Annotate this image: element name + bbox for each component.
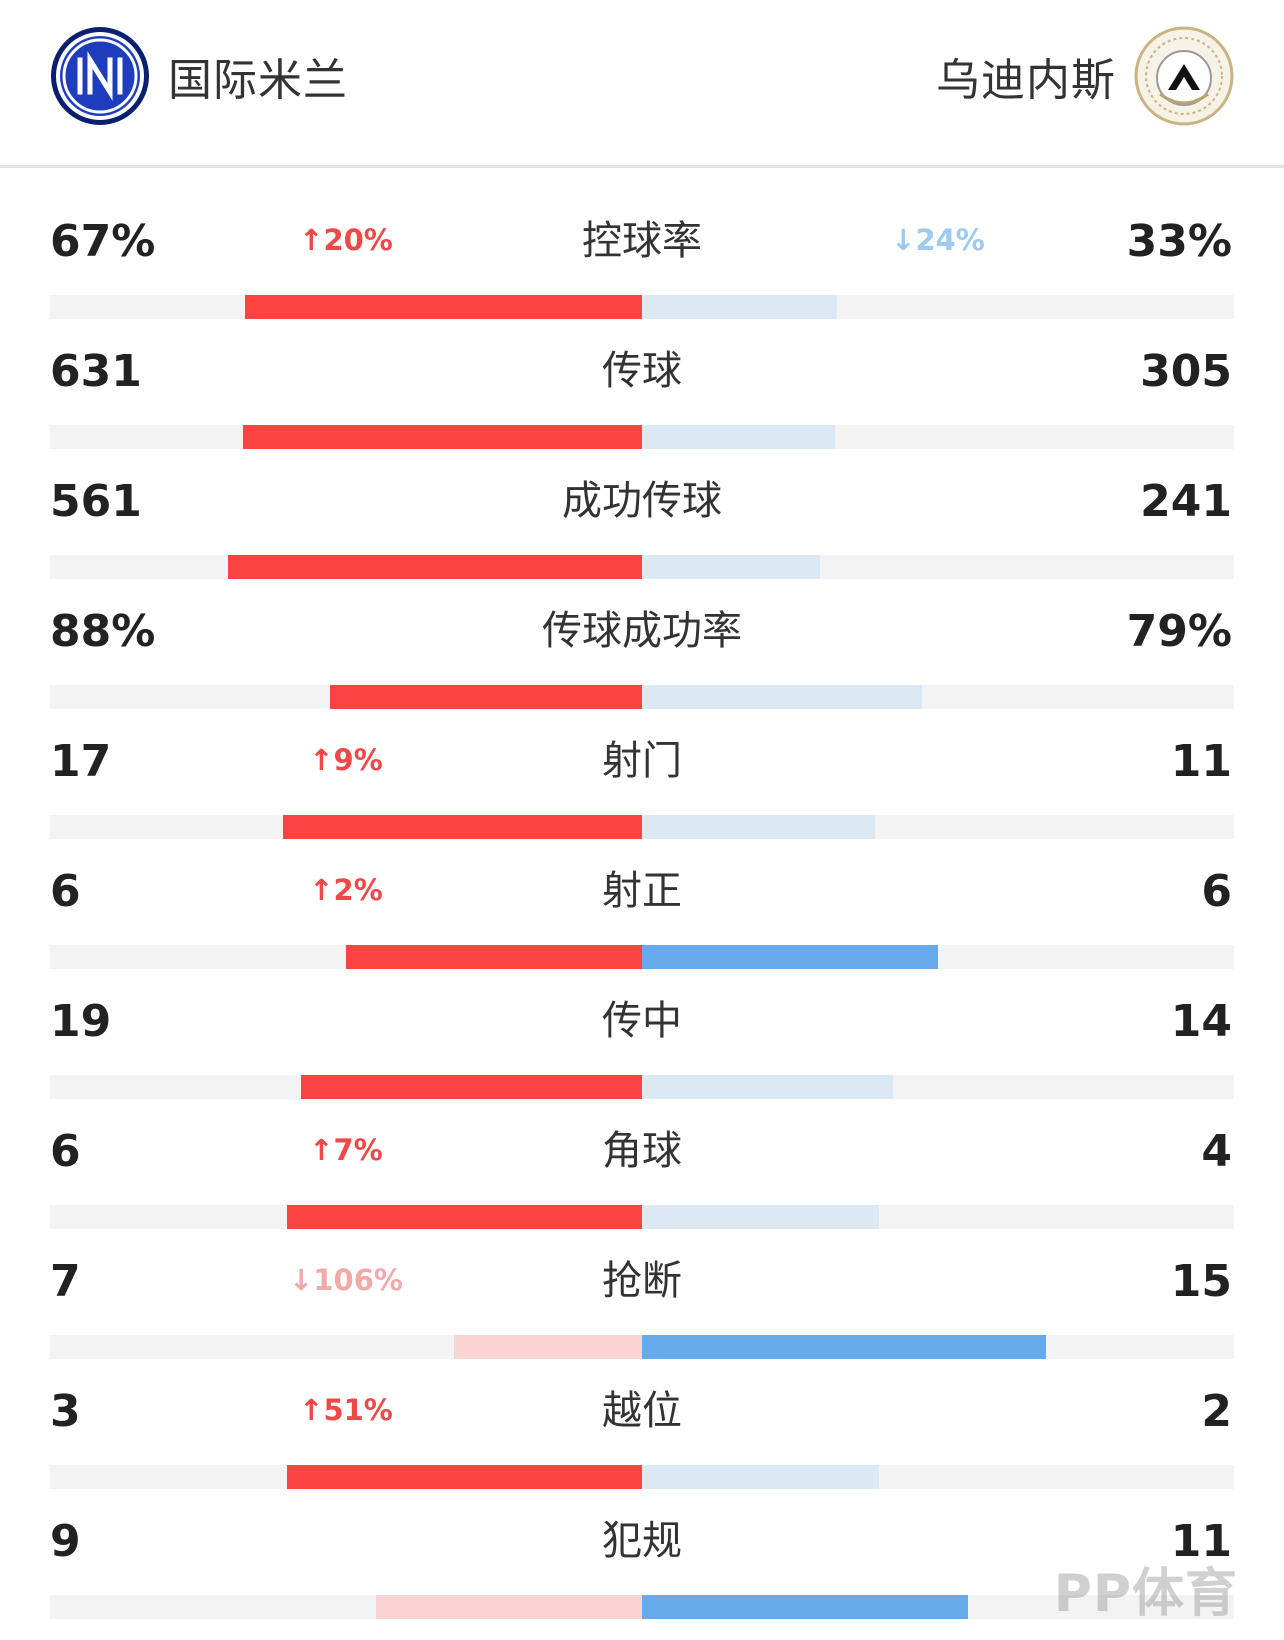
stat-row: 3 越位 2 ↑51% [0, 1338, 1284, 1489]
away-bar [642, 1595, 968, 1619]
away-value: 33% [1126, 216, 1232, 267]
stat-label: 控球率 [582, 218, 702, 264]
home-value: 19 [50, 996, 112, 1047]
home-bar [454, 1335, 642, 1359]
pp-sports-watermark: PP体育 [1053, 1564, 1238, 1624]
udinese-logo-icon [1134, 26, 1234, 126]
away-bar [642, 1465, 879, 1489]
home-trend: ↑2% [309, 873, 383, 907]
match-header: 国际米兰 乌迪内斯 [0, 0, 1284, 168]
stat-label: 射门 [602, 738, 682, 784]
away-value: 79% [1126, 606, 1232, 657]
away-value: 14 [1170, 996, 1232, 1047]
stat-label: 传球成功率 [542, 608, 742, 654]
home-bar [301, 1075, 642, 1099]
away-bar [642, 425, 835, 449]
home-bar [287, 1465, 642, 1489]
stat-row: 17 射门 11 ↑9% [0, 688, 1284, 839]
away-value: 11 [1170, 1516, 1232, 1567]
inter-milan-logo-icon [51, 27, 149, 125]
away-bar [642, 1075, 893, 1099]
stat-row: 6 角球 4 ↑7% [0, 1078, 1284, 1229]
home-team-name: 国际米兰 [168, 55, 348, 106]
stat-label: 传球 [602, 348, 682, 394]
home-bar [330, 685, 642, 709]
away-bar [642, 295, 837, 319]
stat-row: 6 射正 6 ↑2% [0, 818, 1284, 969]
home-trend: ↑7% [309, 1133, 383, 1167]
stat-label: 成功传球 [562, 478, 722, 524]
stats-list: 67% 控球率 33% ↑20% ↓24% 631 传球 305 561 成功传球 241 88% 传球… [0, 168, 1284, 1640]
away-team[interactable]: 乌迪内斯 [936, 26, 1234, 126]
home-value: 9 [50, 1516, 81, 1567]
stat-label: 射正 [602, 868, 682, 914]
home-value: 561 [50, 476, 142, 527]
home-bar [376, 1595, 642, 1619]
stat-row: 19 传中 14 [0, 948, 1284, 1099]
stat-label: 越位 [602, 1388, 682, 1434]
home-bar [245, 295, 642, 319]
home-value: 7 [50, 1256, 81, 1307]
home-trend: ↑20% [299, 223, 393, 257]
home-value: 6 [50, 866, 81, 917]
away-value: 11 [1170, 736, 1232, 787]
away-value: 305 [1140, 346, 1232, 397]
home-value: 67% [50, 216, 156, 267]
stat-row: 7 抢断 15 ↓106% [0, 1208, 1284, 1359]
away-value: 241 [1140, 476, 1232, 527]
home-value: 6 [50, 1126, 81, 1177]
home-value: 631 [50, 346, 142, 397]
home-value: 3 [50, 1386, 81, 1437]
stat-row: 88% 传球成功率 79% [0, 558, 1284, 709]
home-bar [228, 555, 642, 579]
away-bar [642, 815, 875, 839]
stat-row: 9 犯规 11 [0, 1468, 1284, 1619]
away-value: 4 [1201, 1126, 1232, 1177]
home-team[interactable]: 国际米兰 [50, 26, 348, 126]
home-trend: ↓106% [289, 1263, 403, 1297]
home-bar [243, 425, 642, 449]
away-bar [642, 685, 922, 709]
away-value: 15 [1170, 1256, 1232, 1307]
away-team-name: 乌迪内斯 [936, 55, 1116, 106]
home-bar [346, 945, 642, 969]
home-bar [287, 1205, 642, 1229]
stat-label: 犯规 [602, 1518, 682, 1564]
away-bar [642, 945, 938, 969]
home-value: 17 [50, 736, 112, 787]
stat-label: 传中 [602, 998, 682, 1044]
away-trend: ↓24% [891, 223, 985, 257]
away-bar [642, 1205, 879, 1229]
stat-label: 抢断 [602, 1258, 682, 1304]
stat-row: 631 传球 305 [0, 298, 1284, 449]
away-bar [642, 555, 820, 579]
away-value: 6 [1201, 866, 1232, 917]
away-value: 2 [1201, 1386, 1232, 1437]
home-bar [283, 815, 642, 839]
home-trend: ↑51% [299, 1393, 393, 1427]
away-bar [642, 1335, 1046, 1359]
home-value: 88% [50, 606, 156, 657]
home-trend: ↑9% [309, 743, 383, 777]
stat-row: 67% 控球率 33% ↑20% ↓24% [0, 168, 1284, 319]
stat-row: 561 成功传球 241 [0, 428, 1284, 579]
stat-label: 角球 [602, 1128, 682, 1174]
